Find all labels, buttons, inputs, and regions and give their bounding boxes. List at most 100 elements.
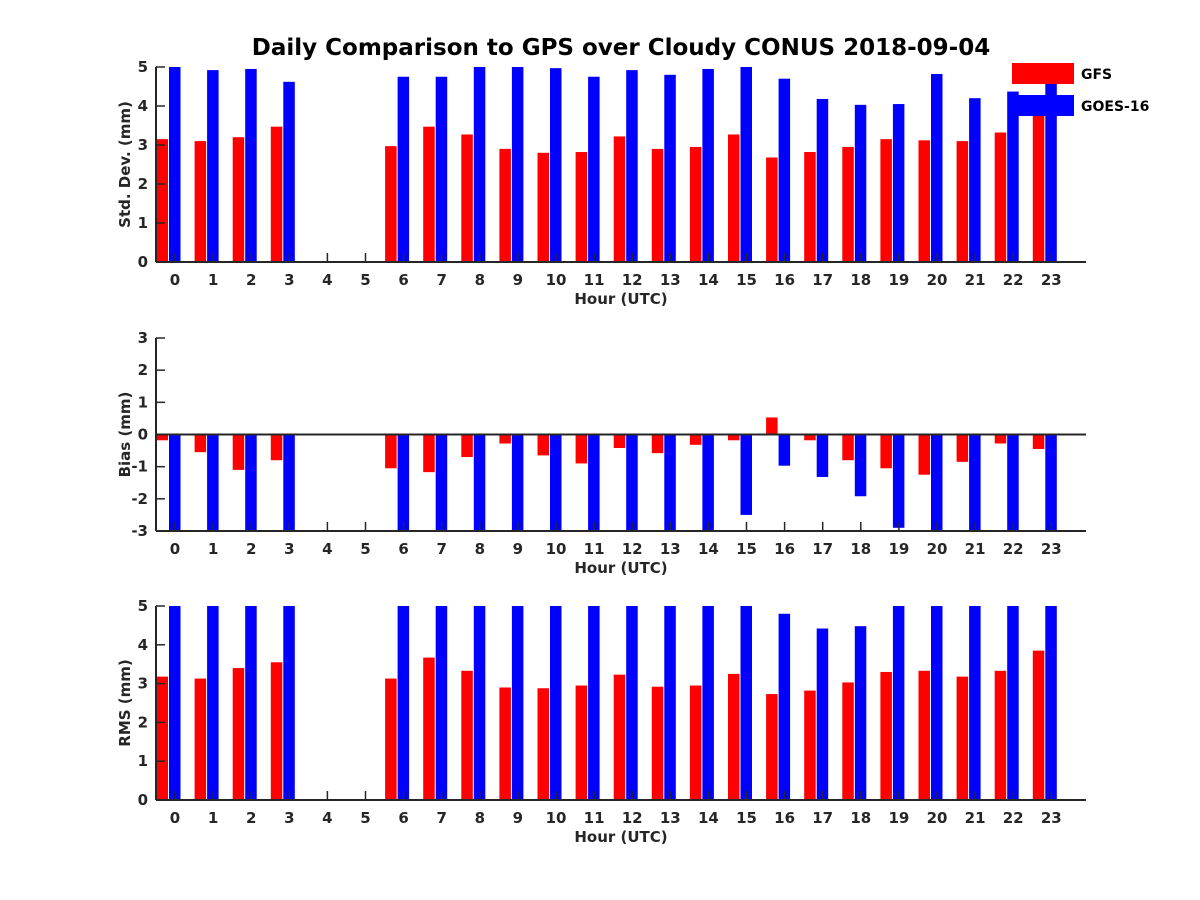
- bar-gfs-hour-20: [918, 140, 930, 262]
- x-tick-label: 22: [1003, 809, 1024, 827]
- bar-gfs-hour-7: [423, 126, 435, 262]
- bar-goes16-hour-9: [511, 67, 524, 262]
- x-tick-label: 20: [927, 271, 948, 289]
- x-tick-label: 8: [475, 540, 485, 558]
- bar-goes16-hour-8: [473, 67, 486, 262]
- x-tick-label: 10: [546, 540, 567, 558]
- x-tick-label: 11: [584, 809, 605, 827]
- x-tick-label: 12: [622, 540, 643, 558]
- bar-goes16-hour-6: [397, 606, 410, 800]
- y-tick-label: -1: [131, 458, 148, 476]
- bar-gfs-hour-20: [918, 434, 930, 475]
- bar-goes16-hour-14: [702, 68, 714, 262]
- y-tick-label: 0: [138, 253, 148, 271]
- legend-label-goes16: GOES-16: [1081, 99, 1149, 115]
- bar-gfs-hour-9: [499, 687, 511, 800]
- bar-gfs-hour-7: [423, 434, 435, 473]
- x-tick-label: 22: [1003, 540, 1024, 558]
- x-tick-label: 20: [927, 809, 948, 827]
- bar-goes16-hour-19: [892, 606, 905, 800]
- bar-goes16-hour-6: [397, 434, 410, 531]
- x-tick-label: 17: [812, 540, 833, 558]
- bar-goes16-hour-3: [283, 434, 295, 531]
- bar-goes16-hour-19: [892, 104, 905, 262]
- bar-gfs-hour-16: [766, 417, 778, 435]
- bar-gfs-hour-21: [956, 141, 969, 262]
- bar-goes16-hour-21: [969, 98, 981, 262]
- bar-gfs-hour-9: [499, 148, 511, 262]
- x-tick-label: 23: [1041, 809, 1062, 827]
- bar-gfs-hour-15: [728, 434, 740, 441]
- bar-gfs-hour-23: [1032, 111, 1045, 262]
- bar-goes16-hour-1: [207, 434, 219, 531]
- bar-gfs-hour-20: [918, 670, 930, 800]
- bar-goes16-hour-11: [588, 434, 600, 531]
- bar-goes16-hour-8: [473, 606, 486, 800]
- bar-goes16-hour-12: [626, 434, 638, 531]
- bar-gfs-hour-0: [156, 434, 168, 441]
- bar-goes16-hour-23: [1045, 434, 1057, 531]
- bar-gfs-hour-3: [270, 662, 283, 800]
- x-tick-label: 0: [170, 271, 180, 289]
- x-tick-label: 3: [284, 271, 294, 289]
- bar-gfs-hour-19: [880, 139, 892, 262]
- x-tick-label: 7: [436, 271, 446, 289]
- bar-gfs-hour-1: [194, 141, 207, 262]
- x-tick-label: 13: [660, 540, 681, 558]
- bar-gfs-hour-2: [232, 137, 245, 262]
- bar-gfs-hour-12: [613, 674, 626, 800]
- x-tick-label: 11: [584, 540, 605, 558]
- bar-gfs-hour-1: [194, 434, 207, 453]
- bar-goes16-hour-10: [550, 606, 562, 800]
- x-tick-label: 7: [436, 809, 446, 827]
- bar-goes16-hour-3: [283, 81, 295, 262]
- bar-goes16-hour-23: [1045, 606, 1057, 800]
- bar-goes16-hour-15: [740, 67, 752, 262]
- y-tick-label: 3: [138, 136, 148, 154]
- x-tick-label: 11: [584, 271, 605, 289]
- bar-gfs-hour-14: [689, 685, 702, 800]
- x-tick-label: 16: [774, 809, 795, 827]
- y-tick-label: -3: [131, 522, 148, 540]
- y-tick-label: 1: [138, 752, 148, 770]
- bar-goes16-hour-18: [854, 434, 867, 497]
- y-tick-label: 0: [138, 791, 148, 809]
- x-tick-label: 18: [850, 540, 871, 558]
- y-tick-label: 5: [138, 597, 148, 615]
- bar-goes16-hour-7: [435, 434, 448, 531]
- x-tick-label: 16: [774, 540, 795, 558]
- bar-goes16-hour-9: [511, 434, 524, 531]
- bar-gfs-hour-3: [270, 126, 283, 262]
- bar-gfs-hour-12: [613, 136, 626, 262]
- bar-gfs-hour-19: [880, 671, 892, 800]
- bar-gfs-hour-18: [842, 146, 854, 262]
- bar-goes16-hour-15: [740, 606, 752, 800]
- bar-goes16-hour-18: [854, 104, 867, 262]
- x-tick-label: 1: [208, 271, 218, 289]
- x-tick-label: 5: [360, 809, 370, 827]
- x-tick-label: 23: [1041, 271, 1062, 289]
- x-tick-label: 14: [698, 809, 719, 827]
- bar-goes16-hour-1: [207, 606, 219, 800]
- bar-gfs-hour-18: [842, 434, 854, 461]
- x-tick-label: 21: [965, 809, 986, 827]
- y-axis-label: Bias (mm): [116, 392, 134, 478]
- bar-gfs-hour-11: [575, 152, 588, 262]
- x-tick-label: 18: [850, 271, 871, 289]
- x-tick-label: 9: [513, 271, 523, 289]
- bar-goes16-hour-17: [816, 628, 829, 800]
- bar-gfs-hour-19: [880, 434, 892, 469]
- x-tick-label: 8: [475, 271, 485, 289]
- x-tick-label: 2: [246, 540, 256, 558]
- bar-gfs-hour-13: [651, 686, 664, 800]
- bar-gfs-hour-0: [156, 139, 168, 262]
- bar-goes16-hour-2: [245, 68, 257, 262]
- x-tick-label: 19: [888, 809, 909, 827]
- bar-gfs-hour-17: [804, 434, 816, 441]
- y-tick-label: 1: [138, 214, 148, 232]
- y-axis-label: RMS (mm): [116, 659, 134, 746]
- bar-goes16-hour-20: [931, 606, 943, 800]
- bar-goes16-hour-19: [892, 434, 905, 528]
